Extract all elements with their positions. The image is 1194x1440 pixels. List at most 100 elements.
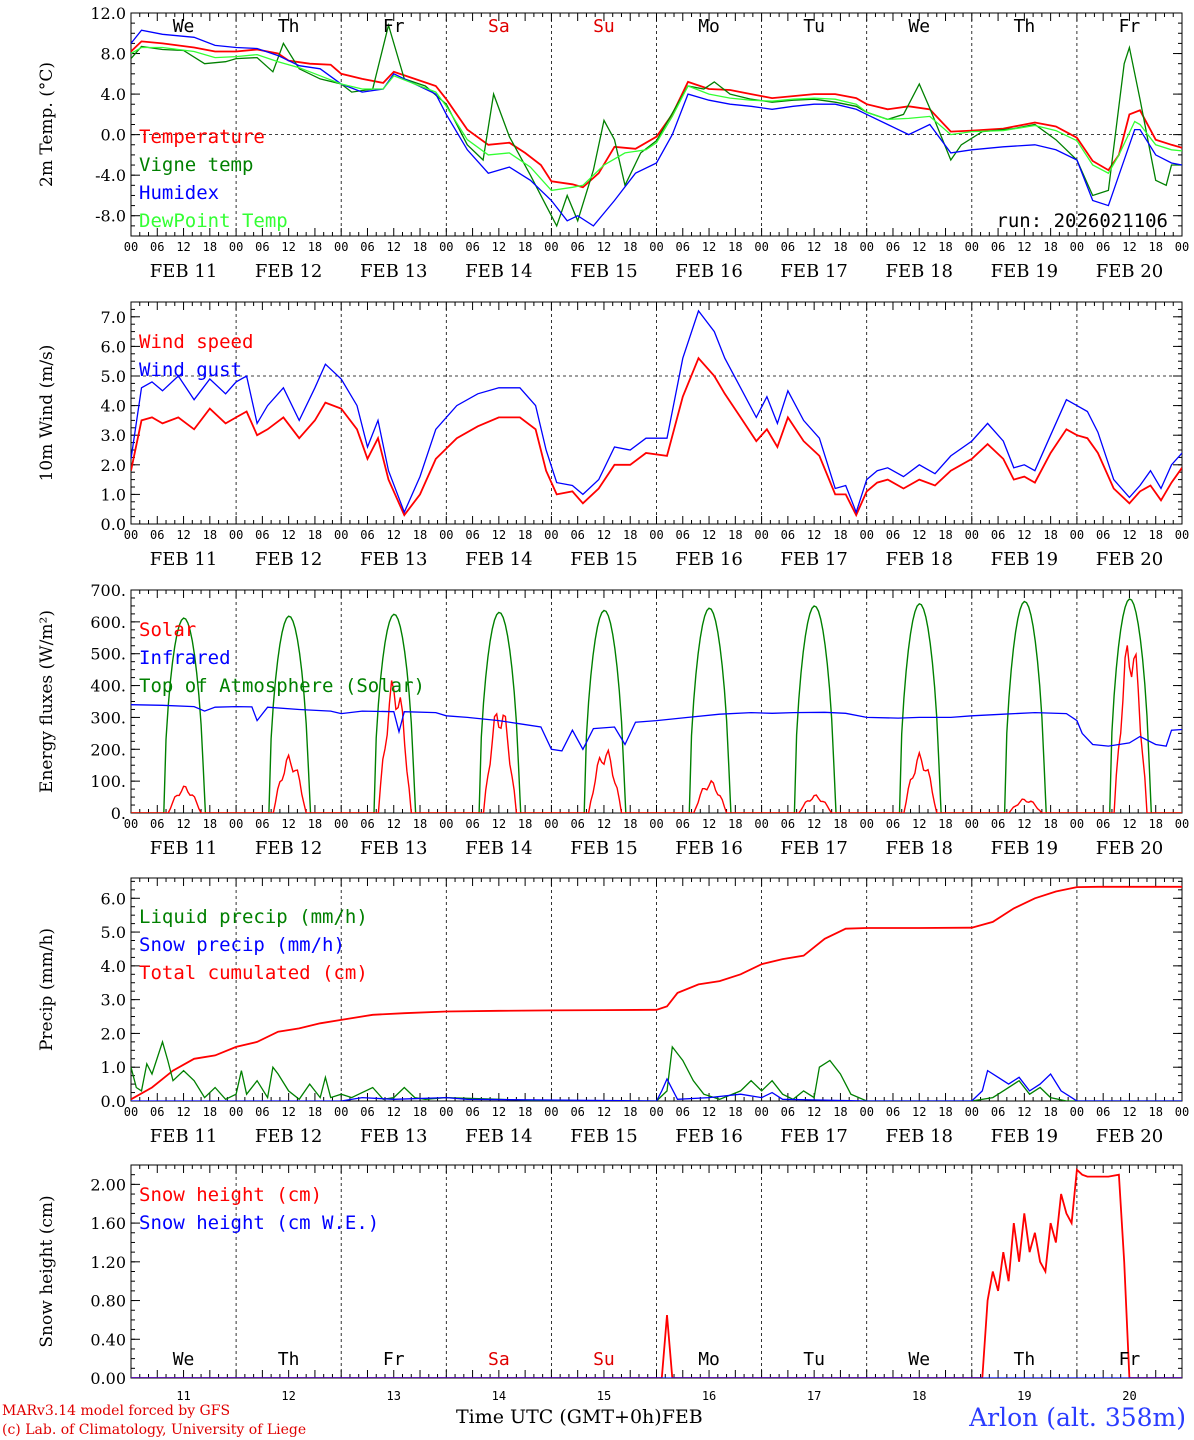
date-label: FEB 15 bbox=[570, 261, 637, 282]
y-tick-label: 6.0 bbox=[101, 337, 126, 356]
y-tick-label: 700. bbox=[90, 581, 126, 600]
hour-tick-label: 00 bbox=[1175, 240, 1189, 254]
hour-tick-label: 18 bbox=[728, 817, 742, 831]
credit-line-2: (c) Lab. of Climatology, University of L… bbox=[2, 1422, 307, 1438]
hour-tick-label: 12 bbox=[702, 528, 716, 542]
hour-tick-label: 00 bbox=[334, 528, 348, 542]
hour-tick-label: 00 bbox=[124, 817, 138, 831]
weekday-label: Sa bbox=[488, 1349, 510, 1370]
hour-tick-label: 06 bbox=[360, 528, 374, 542]
hour-tick-label: 18 bbox=[518, 528, 532, 542]
y-tick-label: 1.0 bbox=[101, 485, 126, 504]
date-label: FEB 14 bbox=[465, 549, 532, 570]
hour-tick-label: 18 bbox=[1043, 240, 1057, 254]
hour-tick-label: 00 bbox=[859, 240, 873, 254]
hour-tick-label: 18 bbox=[938, 528, 952, 542]
date-label: FEB 18 bbox=[886, 549, 953, 570]
hour-tick-label: 18 bbox=[623, 240, 637, 254]
legend-item: Snow height (cm W.E.) bbox=[139, 1212, 379, 1234]
weekday-label: Tu bbox=[803, 1349, 825, 1370]
date-label: FEB 11 bbox=[150, 838, 217, 859]
series-group bbox=[131, 22, 1182, 228]
hour-tick-label: 06 bbox=[676, 528, 690, 542]
date-label: FEB 16 bbox=[675, 549, 742, 570]
hour-tick-label: 12 bbox=[492, 528, 506, 542]
hour-tick-label: 12 bbox=[1122, 1105, 1136, 1119]
hour-tick-label: 06 bbox=[676, 1105, 690, 1119]
date-label: FEB 19 bbox=[991, 549, 1058, 570]
hour-tick-label: 06 bbox=[150, 528, 164, 542]
hour-tick-label: 18 bbox=[1043, 528, 1057, 542]
hour-tick-label: 06 bbox=[150, 1105, 164, 1119]
hour-tick-label: 06 bbox=[465, 240, 479, 254]
date-label: FEB 13 bbox=[360, 838, 427, 859]
hour-tick-label: 00 bbox=[859, 528, 873, 542]
date-label: FEB 16 bbox=[675, 838, 742, 859]
date-label: FEB 20 bbox=[1096, 549, 1163, 570]
hour-tick-label: 00 bbox=[229, 528, 243, 542]
hour-tick-label: 12 bbox=[387, 240, 401, 254]
legend-item: Humidex bbox=[139, 182, 219, 204]
date-label: FEB 13 bbox=[360, 261, 427, 282]
day-number-label: 16 bbox=[702, 1389, 716, 1403]
hour-tick-label: 12 bbox=[807, 240, 821, 254]
hour-tick-label: 00 bbox=[124, 240, 138, 254]
hour-tick-label: 06 bbox=[1096, 528, 1110, 542]
date-label: FEB 11 bbox=[150, 1126, 217, 1147]
weekday-label: We bbox=[908, 16, 930, 37]
hour-tick-label: 00 bbox=[439, 240, 453, 254]
station-label: Arlon (alt. 358m) bbox=[969, 1403, 1186, 1432]
weekday-label: Th bbox=[278, 1349, 300, 1370]
hour-tick-label: 18 bbox=[413, 240, 427, 254]
y-tick-label: 2.00 bbox=[90, 1175, 126, 1194]
hour-tick-label: 18 bbox=[728, 1105, 742, 1119]
panel-precip: 00 06 12 18 FEB 11 00 06 12 18 FEB 12 00 06 12 18 FEB … bbox=[37, 877, 1189, 1147]
hour-tick-label: 06 bbox=[886, 817, 900, 831]
hour-tick-label: 12 bbox=[281, 817, 295, 831]
day-number-label: 12 bbox=[281, 1389, 295, 1403]
credit-block: MARv3.14 model forced by GFS (c) Lab. of… bbox=[2, 1402, 306, 1440]
hour-tick-label: 06 bbox=[991, 817, 1005, 831]
panel-temperature: 00 06 12 18 FEB 11 00 06 12 18 FEB 12 00 06 12 18 FEB … bbox=[37, 4, 1189, 282]
hour-tick-label: 12 bbox=[597, 817, 611, 831]
weekday-label: We bbox=[173, 1349, 195, 1370]
date-label: FEB 14 bbox=[465, 1126, 532, 1147]
series-line-total-cumulated-cm- bbox=[131, 885, 1182, 1101]
weekday-label: Fr bbox=[383, 1349, 405, 1370]
date-label: FEB 16 bbox=[675, 1126, 742, 1147]
hour-tick-label: 18 bbox=[413, 528, 427, 542]
legend-item: Vigne temp bbox=[139, 154, 253, 176]
hour-tick-label: 06 bbox=[255, 1105, 269, 1119]
weekday-label: Su bbox=[593, 16, 615, 37]
y-tick-label: 2.0 bbox=[101, 456, 126, 475]
x-title-text: Time UTC (GMT+0h) bbox=[456, 1406, 662, 1428]
hour-tick-label: 12 bbox=[1122, 817, 1136, 831]
hour-tick-label: 00 bbox=[334, 240, 348, 254]
day-number-label: 20 bbox=[1122, 1389, 1136, 1403]
series-line-humidex bbox=[131, 29, 1182, 227]
hour-tick-label: 06 bbox=[991, 240, 1005, 254]
y-tick-label: 0. bbox=[111, 804, 126, 823]
legend-item: Solar bbox=[139, 619, 196, 641]
hour-tick-label: 12 bbox=[176, 817, 190, 831]
y-tick-label: 100. bbox=[90, 772, 126, 791]
hour-tick-label: 18 bbox=[833, 528, 847, 542]
legend-item: Snow height (cm) bbox=[139, 1184, 322, 1206]
hour-tick-label: 18 bbox=[203, 817, 217, 831]
hour-tick-label: 00 bbox=[754, 1105, 768, 1119]
hour-tick-label: 12 bbox=[1017, 528, 1031, 542]
hour-tick-label: 18 bbox=[203, 240, 217, 254]
y-tick-label: 4.0 bbox=[101, 397, 126, 416]
hour-tick-label: 12 bbox=[1017, 817, 1031, 831]
hour-tick-label: 12 bbox=[1122, 528, 1136, 542]
hour-tick-label: 12 bbox=[912, 528, 926, 542]
day-number-label: 13 bbox=[387, 1389, 401, 1403]
hour-tick-label: 00 bbox=[544, 817, 558, 831]
hour-tick-label: 00 bbox=[1175, 817, 1189, 831]
hour-tick-label: 12 bbox=[702, 817, 716, 831]
hour-tick-label: 18 bbox=[308, 528, 322, 542]
date-label: FEB 20 bbox=[1096, 838, 1163, 859]
series-line-infrared bbox=[131, 704, 1182, 752]
hour-tick-label: 06 bbox=[150, 817, 164, 831]
hour-tick-label: 00 bbox=[1070, 240, 1084, 254]
